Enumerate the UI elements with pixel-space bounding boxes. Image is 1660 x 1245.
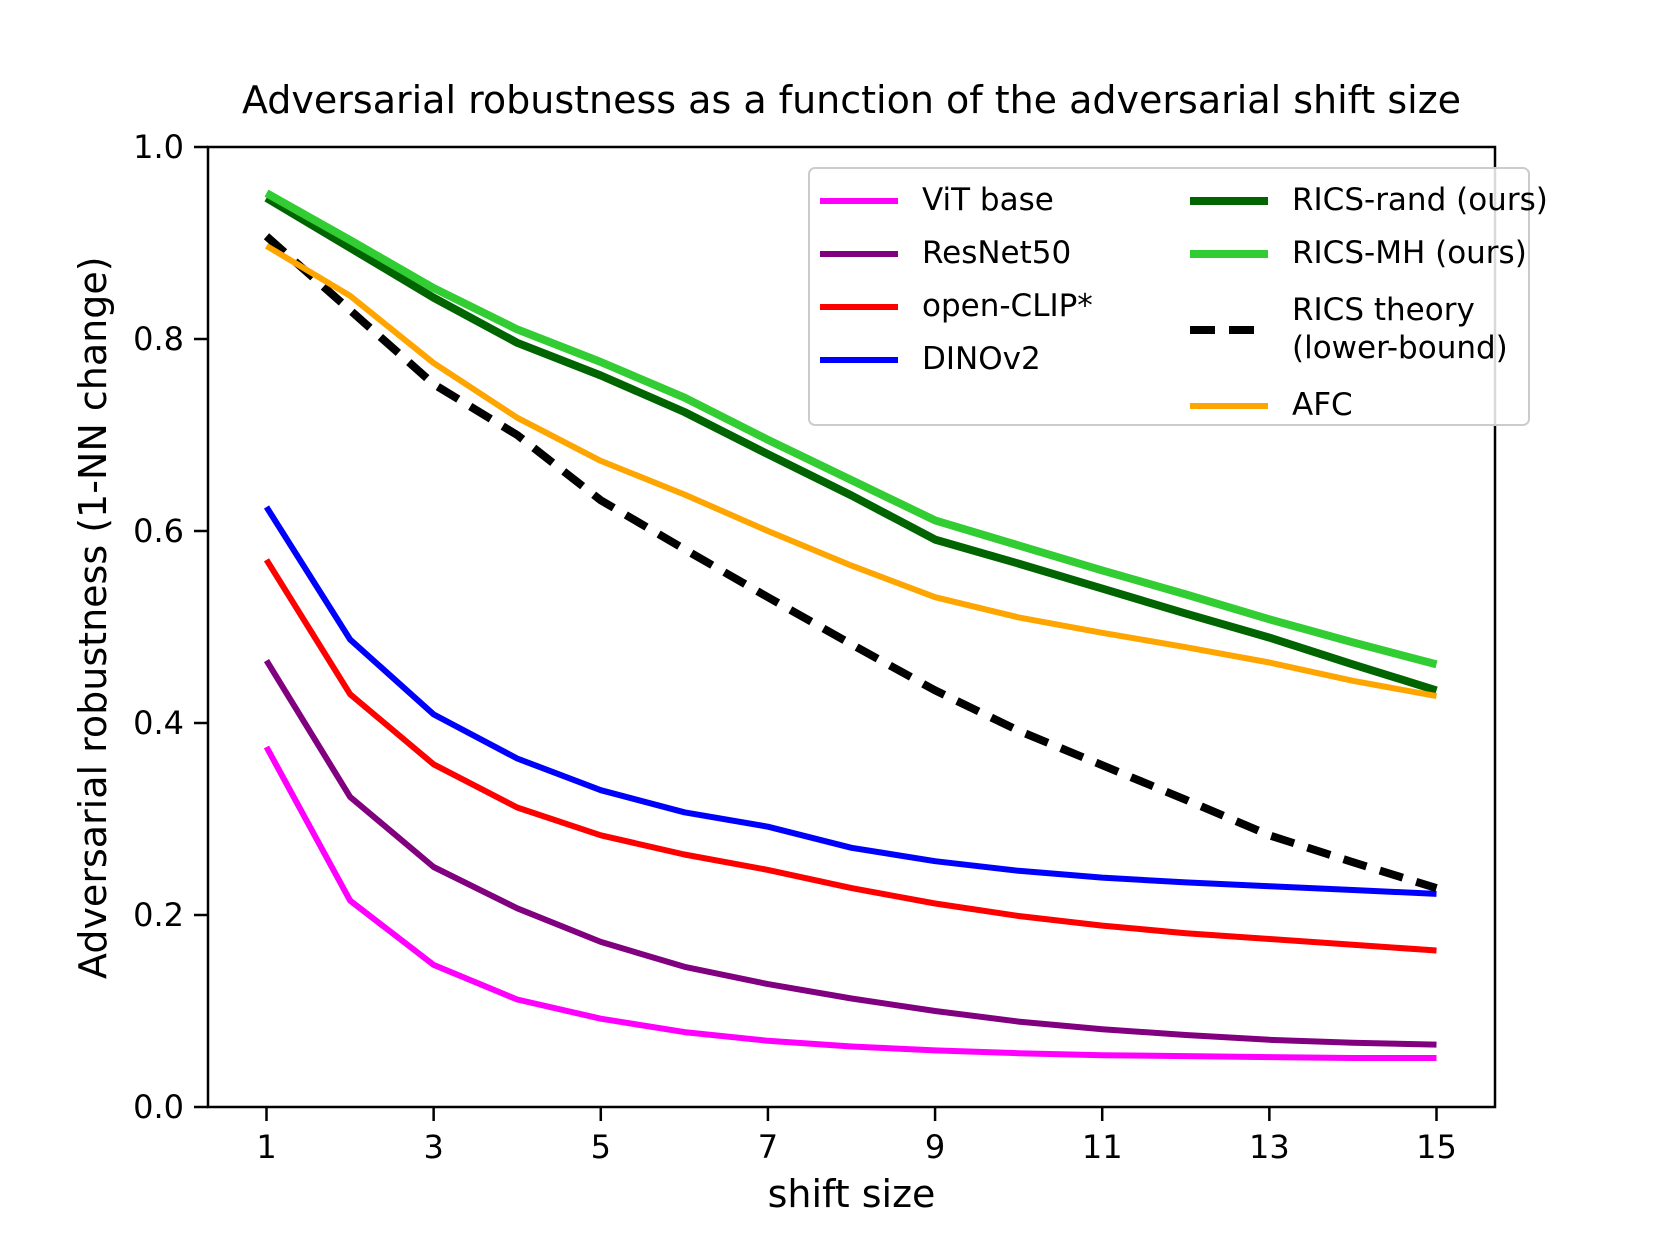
legend-swatch-icon: [1190, 249, 1268, 258]
series-line-6: [263, 233, 1438, 892]
legend-label: RICS theory (lower-bound): [1292, 291, 1508, 366]
x-tick-label: 9: [925, 1128, 945, 1166]
y-tick-label: 0.8: [133, 320, 184, 358]
legend-item-5: RICS-MH (ours): [1190, 227, 1548, 280]
chart-title: Adversarial robustness as a function of …: [241, 78, 1462, 122]
series-line-0: [263, 745, 1437, 1061]
x-tick-label: 13: [1249, 1128, 1290, 1166]
series-line-7: [264, 243, 1438, 700]
legend-column-2: RICS-rand (ours) RICS-MH (ours) RICS theor…: [1190, 174, 1548, 432]
legend-column-1: ViT base ResNet50 open-CLIP* DINOv2: [820, 174, 1093, 386]
legend-swatch-icon: [820, 303, 898, 310]
legend-item-1: ResNet50: [820, 227, 1093, 280]
x-axis-label: shift size: [767, 1172, 936, 1216]
x-tick-label: 3: [423, 1128, 443, 1166]
series-line-3: [263, 505, 1437, 897]
legend-label: RICS-MH (ours): [1292, 234, 1527, 271]
series-line-5: [264, 189, 1438, 669]
x-tick-label: 7: [758, 1128, 778, 1166]
legend-label: ViT base: [922, 181, 1054, 218]
series-line-4: [264, 194, 1438, 695]
y-tick-label: 0.0: [133, 1088, 184, 1126]
y-tick-label: 0.2: [133, 896, 184, 934]
legend-swatch-icon: [820, 356, 898, 363]
legend-item-3: DINOv2: [820, 333, 1093, 386]
x-tick-label: 5: [591, 1128, 611, 1166]
y-tick-label: 0.6: [133, 512, 184, 550]
legend-label: DINOv2: [922, 340, 1041, 377]
x-tick-label: 1: [256, 1128, 276, 1166]
legend: ViT base ResNet50 open-CLIP* DINOv2 RICS-ra…: [808, 167, 1548, 426]
x-tick-label: 15: [1416, 1128, 1457, 1166]
legend-swatch-icon: [820, 250, 898, 257]
y-tick-label: 1.0: [133, 128, 184, 166]
legend-swatch-icon: [1190, 402, 1268, 409]
series-line-2: [263, 558, 1437, 954]
y-tick-label: 0.4: [133, 704, 184, 742]
x-tick-label: 11: [1082, 1128, 1123, 1166]
legend-item-4: RICS-rand (ours): [1190, 174, 1548, 227]
legend-swatch-icon: [1190, 325, 1268, 334]
legend-label: open-CLIP*: [922, 287, 1093, 324]
legend-swatch-icon: [820, 197, 898, 204]
legend-label: ResNet50: [922, 234, 1072, 271]
legend-item-0: ViT base: [820, 174, 1093, 227]
legend-label: RICS-rand (ours): [1292, 181, 1548, 218]
legend-swatch-icon: [1190, 196, 1268, 205]
y-axis-label: Adversarial robustness (1-NN change): [71, 256, 115, 979]
series-line-1: [263, 659, 1437, 1048]
legend-label: AFC: [1292, 386, 1353, 423]
axes-frame: [206, 145, 1497, 1109]
legend-item-6: RICS theory (lower-bound): [1190, 280, 1548, 379]
legend-item-2: open-CLIP*: [820, 280, 1093, 333]
legend-item-7: AFC: [1190, 379, 1548, 432]
